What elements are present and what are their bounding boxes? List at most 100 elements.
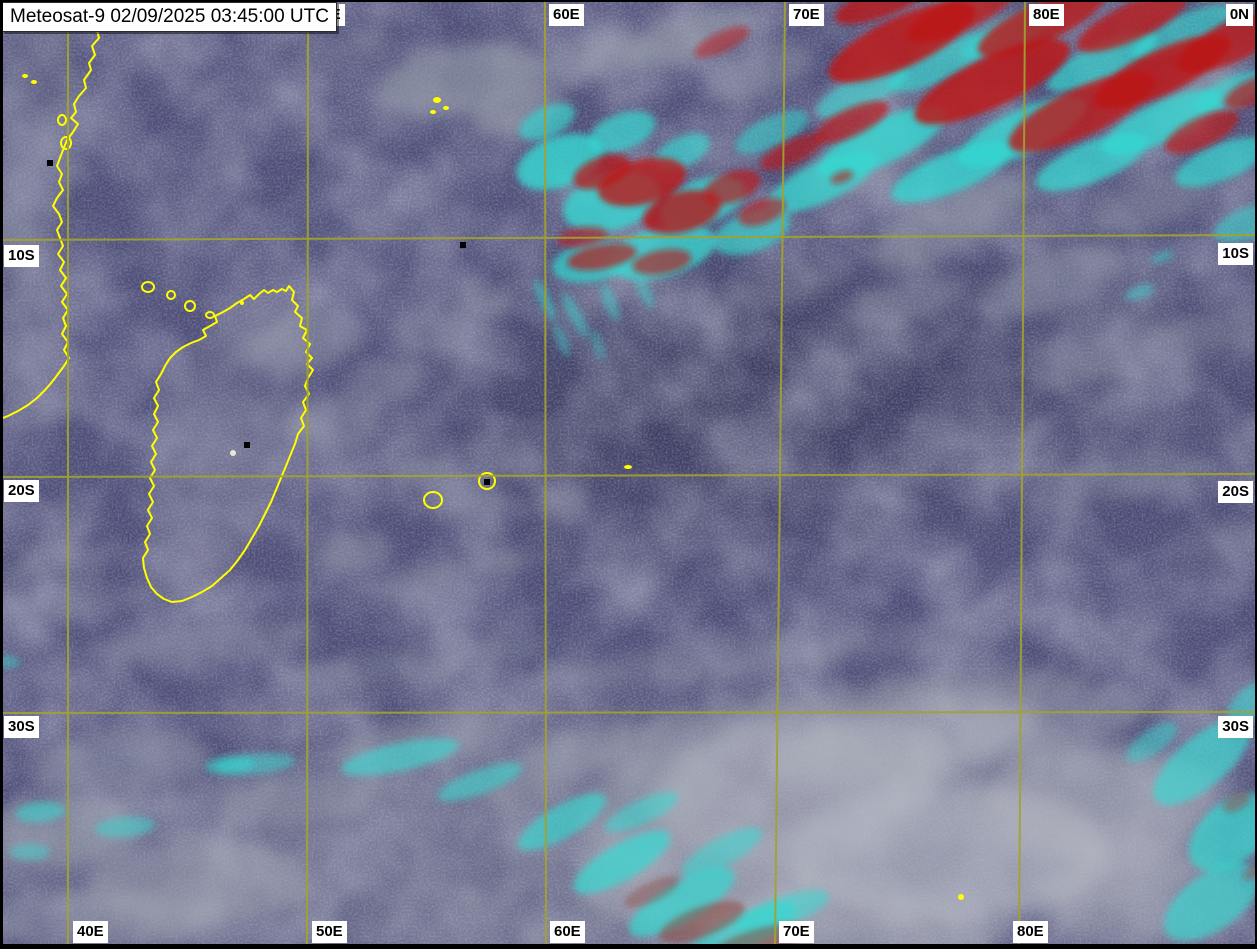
grid-meridian-60E: [544, 0, 547, 949]
cloud-blob-g: [287, 396, 377, 448]
cloud-blob-c: [1164, 862, 1257, 942]
island-outline: [166, 290, 176, 300]
cloud-blob-r: [1165, 110, 1239, 154]
island-outline: [184, 300, 196, 312]
grid-label-40E: 40E: [73, 921, 108, 943]
cloud-blob-c: [1214, 201, 1257, 243]
cloud-blob-c: [735, 110, 809, 154]
island-speck: [31, 80, 37, 84]
cloud-blob-c: [591, 329, 605, 361]
cloud-blob-r: [815, 100, 889, 144]
cloud-blob-r: [1176, 10, 1257, 74]
cloud-blob-c: [95, 816, 155, 838]
cloud-blob-g: [342, 361, 422, 403]
island-speck: [433, 97, 441, 103]
cloud-blob-r: [830, 170, 854, 184]
grid-label-20S: 20S: [4, 480, 39, 502]
grid-parallel-20S: [0, 473, 1257, 478]
city-marker: [460, 242, 466, 248]
cloud-blob-c: [1126, 722, 1178, 762]
cloud-blob-c: [0, 656, 20, 668]
image-border-left: [0, 0, 3, 949]
grid-label-10S: 10S: [1218, 243, 1253, 265]
cloud-blob-r: [632, 249, 692, 275]
madagascar-landmass: [143, 286, 313, 602]
grid-meridian-80E: [1018, 0, 1026, 949]
cloud-blob-g: [377, 562, 467, 602]
grid-label-80E: 80E: [1013, 921, 1048, 943]
grid-label-50E: 50E: [312, 921, 347, 943]
cloud-blob-r: [567, 243, 637, 271]
grid-label-60E: 60E: [550, 921, 585, 943]
cloud-blob-r: [759, 133, 825, 171]
island-outline: [423, 491, 443, 509]
cloud-blob-g: [1094, 170, 1210, 234]
grid-parallel-10S: [0, 234, 1257, 241]
cloud-blob-g: [721, 266, 839, 314]
island-speck: [958, 894, 964, 900]
cloud-blob-r: [573, 154, 631, 190]
cloud-blob-r: [703, 169, 761, 205]
cloud-blob-c: [1153, 718, 1251, 806]
cloud-blob-r: [1224, 75, 1257, 109]
cloud-blob-g: [311, 30, 389, 66]
island-outline: [60, 136, 72, 150]
cloud-blob-g: [1160, 521, 1257, 563]
cloud-blob-c: [205, 755, 255, 775]
grid-label-30S: 30S: [4, 716, 39, 738]
island-speck: [443, 106, 449, 110]
cloud-blob-c: [15, 801, 65, 823]
grid-label-60E: 60E: [549, 4, 584, 26]
city-marker: [244, 442, 250, 448]
cloud-layer-deep-convection-red: [557, 0, 1257, 949]
cloud-blob-c: [517, 793, 607, 851]
island-speck: [240, 301, 244, 305]
cloud-blob-c: [573, 830, 671, 894]
cloud-blob-c: [1131, 4, 1233, 60]
cloud-blob-g: [281, 636, 559, 688]
cloud-blob-g: [0, 546, 130, 578]
cloud-blob-g: [540, 637, 860, 687]
cloud-blob-c: [1175, 136, 1257, 188]
cloud-blob-g: [467, 546, 537, 578]
island-outline: [141, 281, 155, 293]
cloud-blob-g: [494, 448, 550, 476]
cloud-blob-g: [834, 274, 970, 330]
grid-label-10S: 10S: [4, 245, 39, 267]
cloud-blob-g: [1162, 310, 1257, 354]
grid-label-0N: 0N: [1225, 4, 1253, 26]
cloud-blob-c: [10, 844, 50, 860]
island-speck: [624, 465, 632, 469]
island-outline: [478, 472, 496, 490]
cloud-blob-c: [817, 106, 947, 178]
grid-label-80E: 80E: [1029, 4, 1064, 26]
grid-meridian-50E: [306, 0, 309, 949]
island-outline: [205, 311, 215, 319]
cloud-blob-c: [816, 66, 908, 118]
cloud-blob-c: [562, 292, 588, 338]
cloud-blob-r: [907, 0, 1017, 43]
cloud-blob-r: [694, 26, 750, 58]
cloud-blob-g: [397, 313, 467, 351]
cloud-blob-c: [605, 791, 679, 833]
cloud-blob-r: [643, 190, 721, 234]
cloud-blob-r: [738, 197, 786, 227]
grid-label-70E: 70E: [789, 4, 824, 26]
grid-label-70E: 70E: [779, 921, 814, 943]
cloud-blob-g: [30, 731, 210, 793]
cloud-blob-g: [709, 42, 815, 102]
cloud-blob-c: [341, 738, 459, 776]
cloud-blob-g: [1031, 454, 1209, 506]
grid-parallel-30S: [0, 711, 1257, 714]
cloud-blob-c: [437, 762, 523, 802]
island-speck: [430, 110, 436, 114]
satellite-timestamp-text: Meteosat-9 02/09/2025 03:45:00 UTC: [10, 6, 329, 27]
cloud-blob-g: [452, 286, 512, 318]
cloud-blob-d: [624, 876, 680, 908]
cloud-blob-b: [980, 742, 1220, 862]
cloud-blob-g: [240, 310, 360, 374]
image-border-top: [0, 0, 1257, 2]
cloud-blob-g: [621, 7, 755, 69]
cloud-blob-g: [392, 457, 452, 487]
